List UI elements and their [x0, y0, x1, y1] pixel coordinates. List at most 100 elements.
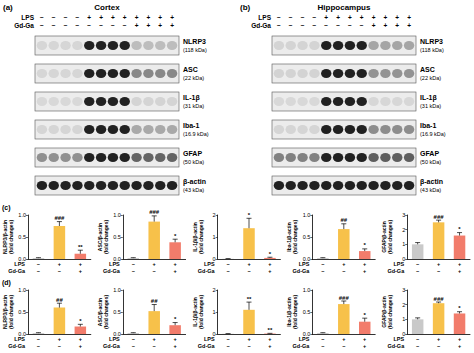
svg-text:−: −	[342, 268, 345, 274]
svg-text:(22 kDa): (22 kDa)	[420, 75, 441, 81]
svg-text:##: ##	[56, 297, 63, 303]
svg-text:Gd-Ga: Gd-Ga	[293, 268, 311, 274]
svg-text:−: −	[416, 336, 419, 342]
svg-text:3: 3	[402, 287, 405, 293]
svg-text:*: *	[458, 226, 461, 232]
svg-text:0.0: 0.0	[113, 331, 121, 337]
svg-text:*: *	[364, 312, 367, 318]
svg-text:*: *	[458, 305, 461, 311]
svg-text:##: ##	[340, 217, 347, 223]
svg-text:+: +	[135, 22, 139, 29]
svg-text:IL-1β: IL-1β	[183, 94, 200, 102]
svg-text:###: ###	[149, 209, 160, 215]
svg-text:+: +	[348, 14, 352, 21]
svg-text:+: +	[437, 261, 440, 267]
svg-text:(43 kDa): (43 kDa)	[183, 187, 204, 193]
svg-text:0.5: 0.5	[113, 234, 121, 240]
svg-text:+: +	[342, 336, 345, 342]
svg-text:+: +	[170, 14, 174, 21]
svg-text:−: −	[247, 268, 250, 274]
svg-text:−: −	[40, 14, 44, 21]
svg-text:+: +	[372, 22, 376, 29]
svg-text:−: −	[52, 14, 56, 21]
svg-text:−: −	[289, 22, 293, 29]
svg-text:+: +	[395, 14, 399, 21]
svg-text:Gd-Ga: Gd-Ga	[387, 268, 405, 274]
svg-text:+: +	[395, 22, 399, 29]
svg-text:LPS: LPS	[258, 14, 271, 21]
svg-text:−: −	[437, 343, 440, 349]
svg-text:−: −	[321, 261, 324, 267]
svg-text:0.5: 0.5	[113, 309, 121, 315]
svg-text:(fold changes): (fold changes)	[8, 295, 14, 330]
svg-text:−: −	[132, 268, 135, 274]
svg-text:1.0: 1.0	[113, 212, 121, 218]
svg-text:IL-1β: IL-1β	[420, 94, 437, 102]
svg-text:NLRP3: NLRP3	[420, 38, 443, 45]
svg-text:Gd-Ga: Gd-Ga	[103, 268, 121, 274]
svg-text:+: +	[268, 336, 271, 342]
svg-text:−: −	[123, 22, 127, 29]
svg-text:1.0: 1.0	[18, 287, 26, 293]
svg-text:Gd-Ga: Gd-Ga	[293, 343, 311, 349]
svg-text:−: −	[321, 336, 324, 342]
svg-text:###: ###	[54, 215, 65, 221]
svg-text:+: +	[384, 14, 388, 21]
svg-text:(31 kDa): (31 kDa)	[420, 103, 441, 109]
svg-text:−: −	[37, 336, 40, 342]
svg-text:−: −	[321, 268, 324, 274]
svg-text:0.0: 0.0	[18, 331, 26, 337]
svg-text:*: *	[174, 233, 177, 239]
svg-text:+: +	[79, 343, 82, 349]
svg-text:(fold changes): (fold changes)	[8, 220, 14, 255]
svg-text:0.0: 0.0	[303, 256, 311, 262]
svg-text:−: −	[111, 22, 115, 29]
svg-text:2: 2	[213, 287, 216, 293]
svg-text:−: −	[226, 268, 229, 274]
svg-text:−: −	[37, 261, 40, 267]
svg-text:−: −	[58, 343, 61, 349]
svg-text:2: 2	[402, 227, 405, 233]
svg-text:+: +	[174, 261, 177, 267]
svg-text:0.5: 0.5	[303, 234, 311, 240]
svg-text:+: +	[123, 14, 127, 21]
svg-text:LPS: LPS	[21, 14, 34, 21]
svg-text:+: +	[174, 336, 177, 342]
svg-text:+: +	[87, 14, 91, 21]
svg-text:+: +	[247, 261, 250, 267]
svg-text:**: **	[78, 244, 83, 250]
svg-text:−: −	[416, 268, 419, 274]
svg-text:##: ##	[151, 298, 158, 304]
svg-text:(b): (b)	[240, 3, 251, 12]
svg-text:−: −	[313, 14, 317, 21]
svg-text:(31 kDa): (31 kDa)	[183, 103, 204, 109]
svg-text:2: 2	[402, 302, 405, 308]
svg-text:+: +	[407, 14, 411, 21]
svg-text:−: −	[76, 14, 80, 21]
svg-text:NLRP3: NLRP3	[183, 38, 206, 45]
svg-text:+: +	[153, 336, 156, 342]
svg-text:−: −	[324, 22, 328, 29]
svg-text:GFAP: GFAP	[183, 150, 202, 157]
svg-text:(fold changes): (fold changes)	[198, 220, 204, 255]
svg-text:+: +	[363, 343, 366, 349]
svg-text:+: +	[147, 22, 151, 29]
svg-text:*: *	[248, 212, 251, 218]
svg-text:+: +	[268, 343, 271, 349]
svg-text:(fold changes): (fold changes)	[198, 295, 204, 330]
svg-text:0: 0	[213, 256, 216, 262]
svg-text:**: **	[268, 327, 273, 333]
svg-text:0.0: 0.0	[18, 256, 26, 262]
svg-text:1: 1	[402, 316, 405, 322]
svg-text:+: +	[99, 14, 103, 21]
svg-text:+: +	[372, 14, 376, 21]
svg-text:−: −	[342, 343, 345, 349]
svg-text:0.5: 0.5	[18, 309, 26, 315]
svg-text:ASC: ASC	[420, 66, 435, 73]
svg-text:1: 1	[402, 241, 405, 247]
svg-text:−: −	[277, 14, 281, 21]
svg-text:−: −	[132, 343, 135, 349]
svg-text:+: +	[384, 22, 388, 29]
svg-text:(50 kDa): (50 kDa)	[420, 159, 441, 165]
svg-text:−: −	[289, 14, 293, 21]
